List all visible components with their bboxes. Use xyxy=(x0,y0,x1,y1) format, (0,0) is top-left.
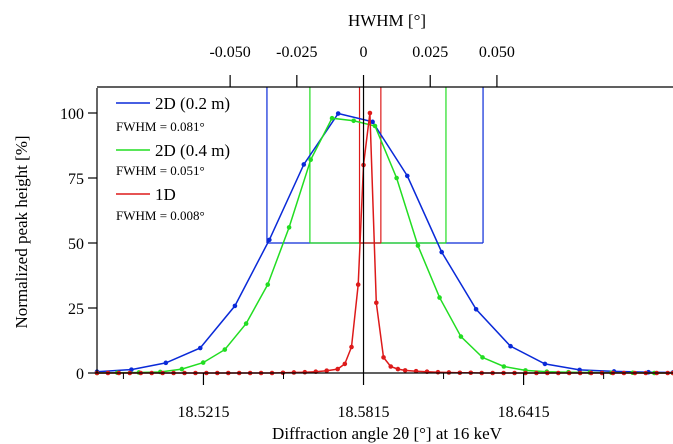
data-point xyxy=(388,364,394,369)
data-point xyxy=(404,173,410,179)
legend: 2D (0.2 m) FWHM = 0.081° 2D (0.4 m) FWHM… xyxy=(116,94,230,223)
data-point xyxy=(394,175,399,181)
legend-fwhm-1: FWHM = 0.081° xyxy=(116,119,205,134)
data-point xyxy=(286,225,292,230)
data-point xyxy=(435,369,441,375)
data-point xyxy=(473,307,479,312)
data-point xyxy=(179,366,185,372)
y-axis-label: Normalized peak height [%] xyxy=(12,135,31,328)
data-point xyxy=(163,360,169,366)
data-point xyxy=(335,111,341,116)
data-point xyxy=(200,360,206,365)
data-point xyxy=(480,355,485,360)
legend-label-1: 2D (0.2 m) xyxy=(155,94,230,113)
data-point xyxy=(301,162,307,167)
top-axis-label: HWHM [°] xyxy=(348,11,426,30)
y-tick-label: 75 xyxy=(68,171,84,188)
data-point xyxy=(395,366,401,372)
top-tick-label: 0.025 xyxy=(412,44,448,61)
data-point xyxy=(458,334,464,339)
y-tick-label: 25 xyxy=(68,301,84,318)
top-tick-label: 0 xyxy=(360,44,368,61)
top-tick-label: -0.025 xyxy=(276,44,317,61)
x-tick-label: 18.5815 xyxy=(338,404,390,421)
y-tick-label: 100 xyxy=(60,106,84,123)
data-point xyxy=(324,368,330,373)
data-point xyxy=(542,361,548,367)
data-point xyxy=(508,343,513,349)
data-point xyxy=(439,249,444,255)
data-point xyxy=(501,364,507,369)
data-point xyxy=(335,366,340,372)
data-point xyxy=(308,157,313,163)
fwhm-markers xyxy=(266,87,484,244)
data-point xyxy=(413,368,419,374)
data-point xyxy=(342,361,348,367)
data-point xyxy=(402,368,408,373)
data-point xyxy=(349,344,354,350)
fwhm-marker xyxy=(266,87,484,244)
data-point xyxy=(370,119,375,125)
y-tick-label: 50 xyxy=(68,236,84,253)
legend-fwhm-2: FWHM = 0.051° xyxy=(116,163,205,178)
legend-fwhm-3: FWHM = 0.008° xyxy=(116,208,205,223)
x-tick-label: 18.6415 xyxy=(498,404,550,421)
data-point xyxy=(222,347,228,352)
top-tick-label: 0.050 xyxy=(479,44,515,61)
x-axis-label: Diffraction angle 2θ [°] at 16 keV xyxy=(272,424,503,443)
series-line xyxy=(96,112,673,374)
data-point xyxy=(355,282,361,287)
data-point xyxy=(302,369,308,375)
data-point xyxy=(265,282,271,287)
data-point xyxy=(437,295,442,300)
data-point xyxy=(329,115,335,121)
legend-label-3: 1D xyxy=(155,185,176,204)
data-point xyxy=(372,123,378,129)
data-point xyxy=(415,243,421,248)
data-point xyxy=(374,300,379,306)
x-tick-label: 18.5215 xyxy=(177,404,229,421)
fwhm-marker xyxy=(309,87,447,244)
legend-label-2: 2D (0.4 m) xyxy=(155,141,230,160)
top-tick-label: -0.050 xyxy=(209,44,250,61)
data-point xyxy=(232,303,238,309)
data-point xyxy=(243,321,249,326)
data-point xyxy=(351,118,356,124)
y-tick-label: 0 xyxy=(76,366,84,383)
data-point xyxy=(267,237,272,243)
data-point xyxy=(367,110,373,116)
data-point xyxy=(197,345,203,351)
data-point xyxy=(381,355,386,360)
